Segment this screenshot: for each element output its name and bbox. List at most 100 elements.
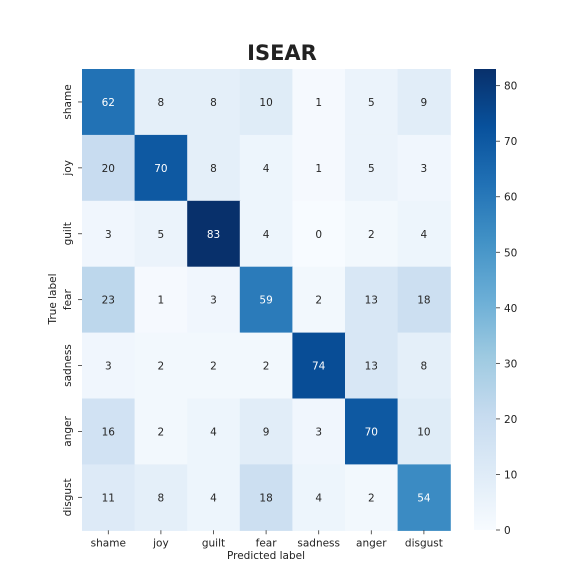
x-axis-label: Predicted label — [227, 550, 305, 562]
heatmap-cell — [397, 69, 451, 136]
heatmap-cell — [134, 134, 188, 202]
cell-value-label: 3 — [315, 426, 322, 438]
cell-value-label: 1 — [315, 163, 322, 175]
heatmap-cell — [187, 69, 241, 136]
heatmap-cell — [82, 266, 136, 334]
heatmap-cell — [134, 266, 188, 334]
heatmap-cells: 62 8 8 10 1 5 920 70 8 4 1 5 33 5 83 4 0 2 423 1 3 59 2 13 183 2 2… — [82, 69, 451, 531]
x-tick-label: disgust — [405, 537, 443, 549]
cell-value-label: 59 — [259, 295, 272, 307]
cell-value-label: 5 — [368, 97, 375, 109]
heatmap-cell — [134, 464, 188, 531]
y-tick-label: disgust — [62, 478, 74, 516]
cell-value-label: 54 — [417, 492, 431, 504]
y-tick-label: shame — [62, 84, 74, 119]
cell-value-label: 3 — [210, 295, 217, 307]
cell-value-label: 11 — [102, 492, 115, 504]
cell-value-label: 62 — [102, 97, 115, 109]
cell-value-label: 8 — [210, 97, 217, 109]
heatmap-cell — [345, 134, 399, 202]
colorbar-tick-label: 30 — [504, 358, 517, 370]
colorbar-tick-label: 60 — [504, 192, 517, 204]
cell-value-label: 4 — [210, 426, 217, 438]
y-tick-label: anger — [62, 416, 74, 447]
cell-value-label: 8 — [210, 163, 217, 175]
heatmap-cell — [397, 134, 451, 202]
colorbar-tick-label: 80 — [504, 81, 517, 93]
heatmap-cell — [292, 464, 346, 531]
colorbar-tick-label: 70 — [504, 136, 517, 148]
cell-value-label: 2 — [368, 492, 375, 504]
heatmap-cell — [345, 266, 399, 334]
cell-value-label: 5 — [368, 163, 375, 175]
heatmap-cell — [134, 398, 188, 465]
cell-value-label: 8 — [421, 361, 428, 373]
cell-value-label: 4 — [421, 229, 428, 241]
x-tick-label: joy — [152, 537, 169, 549]
cell-value-label: 4 — [315, 492, 322, 504]
colorbar-tick-label: 0 — [504, 525, 511, 537]
x-tick-label: guilt — [202, 537, 225, 549]
heatmap-cell — [345, 332, 399, 400]
cell-value-label: 9 — [421, 97, 428, 109]
y-axis-label: True label — [47, 273, 59, 325]
cell-value-label: 2 — [263, 361, 270, 373]
heatmap-cell — [134, 332, 188, 400]
x-tick-labels: shame joy guilt fear sadness anger disgust — [91, 530, 443, 549]
cell-value-label: 8 — [158, 492, 165, 504]
cell-value-label: 9 — [263, 426, 270, 438]
heatmap-cell — [82, 69, 136, 136]
heatmap-cell — [292, 200, 346, 268]
cell-value-label: 20 — [102, 163, 115, 175]
heatmap-cell — [239, 200, 293, 268]
y-tick-label: fear — [62, 289, 74, 311]
cell-value-label: 3 — [105, 229, 112, 241]
cell-value-label: 13 — [365, 361, 378, 373]
heatmap-cell — [187, 134, 241, 202]
cell-value-label: 4 — [263, 163, 270, 175]
heatmap-cell — [239, 398, 293, 465]
cell-value-label: 5 — [158, 229, 165, 241]
cell-value-label: 2 — [158, 426, 165, 438]
heatmap-cell — [82, 200, 136, 268]
heatmap-cell — [292, 69, 346, 136]
cell-value-label: 3 — [105, 361, 112, 373]
colorbar-tick-label: 40 — [504, 303, 517, 315]
colorbar-tick-label: 10 — [504, 469, 517, 481]
cell-value-label: 1 — [315, 97, 322, 109]
heatmap-cell — [239, 464, 293, 531]
cell-value-label: 10 — [259, 97, 272, 109]
heatmap-cell — [292, 332, 346, 400]
heatmap-cell — [345, 464, 399, 531]
heatmap-cell — [397, 398, 451, 465]
x-tick-label: sadness — [297, 537, 340, 549]
heatmap-cell — [397, 200, 451, 268]
x-tick-label: anger — [356, 537, 387, 549]
heatmap-cell — [239, 69, 293, 136]
y-tick-label: guilt — [62, 222, 74, 245]
colorbar-ticks: 0 10 20 30 40 50 60 70 80 — [496, 81, 517, 537]
cell-value-label: 4 — [210, 492, 217, 504]
heatmap-cell — [292, 134, 346, 202]
colorbar-tick-label: 50 — [504, 247, 517, 259]
y-tick-label: joy — [62, 160, 74, 177]
cell-value-label: 83 — [207, 229, 220, 241]
cell-value-label: 8 — [158, 97, 165, 109]
cell-value-label: 4 — [263, 229, 270, 241]
cell-value-label: 2 — [315, 295, 322, 307]
cell-value-label: 2 — [210, 361, 217, 373]
heatmap-cell — [134, 200, 188, 268]
heatmap-cell — [397, 464, 451, 531]
x-tick-label: fear — [256, 537, 278, 549]
heatmap-cell — [345, 200, 399, 268]
heatmap-cell — [187, 266, 241, 334]
cell-value-label: 70 — [154, 163, 167, 175]
x-tick-label: shame — [91, 537, 126, 549]
cell-value-label: 0 — [315, 229, 322, 241]
heatmap-cell — [187, 398, 241, 465]
heatmap-cell — [82, 398, 136, 465]
heatmap-cell — [345, 398, 399, 465]
heatmap-cell — [239, 134, 293, 202]
cell-value-label: 18 — [417, 295, 430, 307]
